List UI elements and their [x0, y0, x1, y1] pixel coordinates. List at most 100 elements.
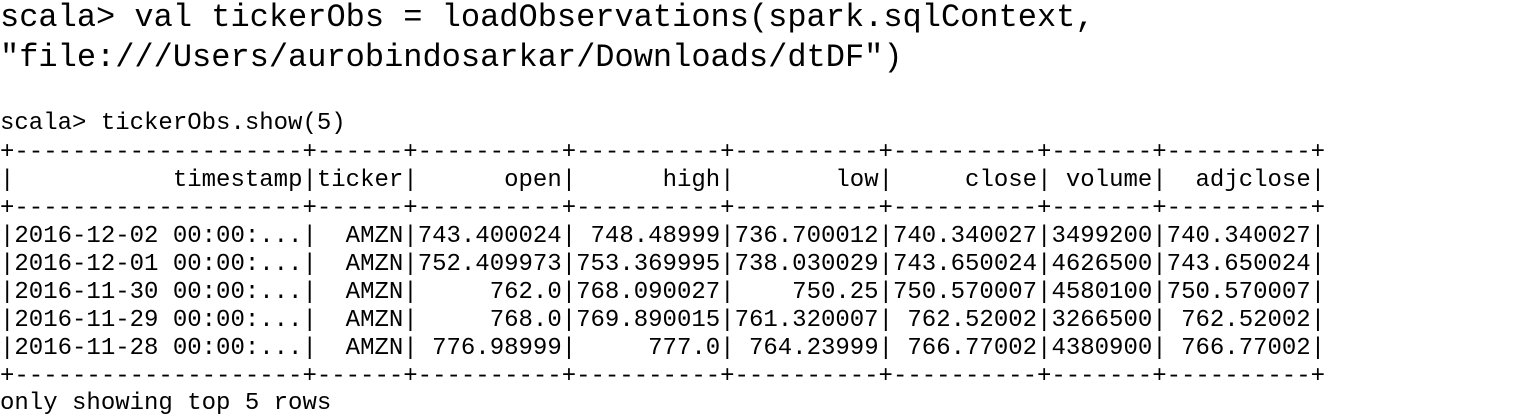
- padding: [576, 223, 590, 250]
- separator: |: [1310, 279, 1326, 306]
- cell: 762.0: [489, 279, 562, 306]
- separator: |: [1037, 167, 1052, 194]
- table-border: +--------------------+------+----------+…: [0, 139, 1326, 166]
- separator: |: [403, 335, 418, 362]
- separator: |: [1037, 279, 1052, 306]
- separator: |: [0, 279, 15, 306]
- cell: 743.650024: [1166, 251, 1311, 278]
- header-row: | timestamp|ticker| open| high| low| clo…: [0, 169, 1325, 193]
- cell: 740.340027: [893, 223, 1038, 250]
- separator: |: [561, 279, 577, 306]
- cell: 743.400024: [417, 223, 562, 250]
- cell: 2016-11-30 00:00:...: [14, 279, 303, 306]
- cell: 766.77002: [1181, 335, 1311, 362]
- cell: timestamp: [172, 167, 303, 194]
- cell: 766.77002: [907, 335, 1038, 362]
- padding: [418, 279, 490, 306]
- padding: [317, 223, 346, 250]
- show-command: scala> tickerObs.show(5): [0, 110, 346, 137]
- separator: |: [878, 335, 893, 362]
- cell: 4380900: [1051, 335, 1153, 362]
- footer: only showing top 5 rows: [0, 390, 332, 417]
- cell: 750.570007: [893, 279, 1038, 306]
- separator: |: [720, 279, 735, 306]
- separator: |: [1037, 251, 1052, 278]
- cell: 750.570007: [1166, 279, 1311, 306]
- cell: 764.23999: [748, 335, 879, 362]
- cell: 4626500: [1051, 251, 1153, 278]
- separator: |: [561, 223, 577, 250]
- cell: AMZN: [345, 335, 404, 362]
- cell: 748.48999: [590, 223, 721, 250]
- separator: |: [0, 251, 15, 278]
- padding: [893, 307, 907, 334]
- cell: 2016-11-28 00:00:...: [14, 335, 303, 362]
- cell: high: [662, 167, 721, 194]
- cell: close: [965, 167, 1038, 194]
- cell: 752.409973: [417, 251, 562, 278]
- cell: 762.52002: [1181, 307, 1311, 334]
- table-row: |2016-11-30 00:00:...| AMZN| 762.0|768.0…: [0, 281, 1325, 305]
- cell: low: [835, 167, 879, 194]
- padding: [735, 167, 836, 194]
- separator: |: [561, 335, 577, 362]
- padding: [418, 167, 504, 194]
- separator: |: [403, 307, 418, 334]
- padding: [1167, 307, 1181, 334]
- separator: |: [1310, 335, 1326, 362]
- cell: 736.700012: [734, 223, 879, 250]
- separator: |: [1310, 251, 1326, 278]
- separator: |: [302, 251, 317, 278]
- cell: 3266500: [1051, 307, 1153, 334]
- table-row: |2016-11-29 00:00:...| AMZN| 768.0|769.8…: [0, 309, 1325, 333]
- separator: |: [720, 251, 735, 278]
- cell: 2016-11-29 00:00:...: [14, 307, 303, 334]
- cell: 768.0: [489, 307, 562, 334]
- padding: [893, 167, 965, 194]
- cell: 743.650024: [893, 251, 1038, 278]
- separator: |: [878, 167, 894, 194]
- separator: |: [302, 307, 317, 334]
- separator: |: [1152, 167, 1167, 194]
- padding: [1167, 167, 1196, 194]
- cell: 777.0: [648, 335, 721, 362]
- cell: AMZN: [345, 223, 404, 250]
- padding: [1167, 335, 1181, 362]
- separator: |: [403, 223, 418, 250]
- separator: |: [1152, 223, 1167, 250]
- separator: |: [561, 167, 577, 194]
- separator: |: [720, 307, 735, 334]
- separator: |: [1037, 307, 1052, 334]
- cell: 2016-12-01 00:00:...: [14, 251, 303, 278]
- separator: |: [302, 223, 317, 250]
- separator: |: [403, 251, 418, 278]
- separator: |: [1310, 167, 1326, 194]
- padding: [418, 307, 490, 334]
- cell: volume: [1065, 167, 1153, 194]
- separator: |: [1037, 223, 1052, 250]
- padding: [735, 279, 793, 306]
- padding: [317, 251, 346, 278]
- table-border: +--------------------+------+----------+…: [0, 195, 1326, 222]
- separator: |: [878, 307, 893, 334]
- cell: 762.52002: [907, 307, 1038, 334]
- cell: 740.340027: [1166, 223, 1311, 250]
- separator: |: [561, 307, 577, 334]
- table-row: |2016-11-28 00:00:...| AMZN| 776.98999| …: [0, 337, 1325, 361]
- separator: |: [302, 335, 317, 362]
- table-row: |2016-12-02 00:00:...| AMZN|743.400024| …: [0, 225, 1325, 249]
- cell: 761.320007: [734, 307, 879, 334]
- separator: |: [720, 223, 735, 250]
- separator: |: [0, 167, 15, 194]
- separator: |: [1037, 335, 1052, 362]
- separator: |: [0, 307, 15, 334]
- table-border: +--------------------+------+----------+…: [0, 363, 1326, 390]
- cell: 750.25: [792, 279, 879, 306]
- separator: |: [561, 251, 577, 278]
- cell: 776.98999: [432, 335, 562, 362]
- separator: |: [878, 279, 893, 306]
- separator: |: [1152, 251, 1167, 278]
- separator: |: [1152, 307, 1167, 334]
- cell: open: [504, 167, 562, 194]
